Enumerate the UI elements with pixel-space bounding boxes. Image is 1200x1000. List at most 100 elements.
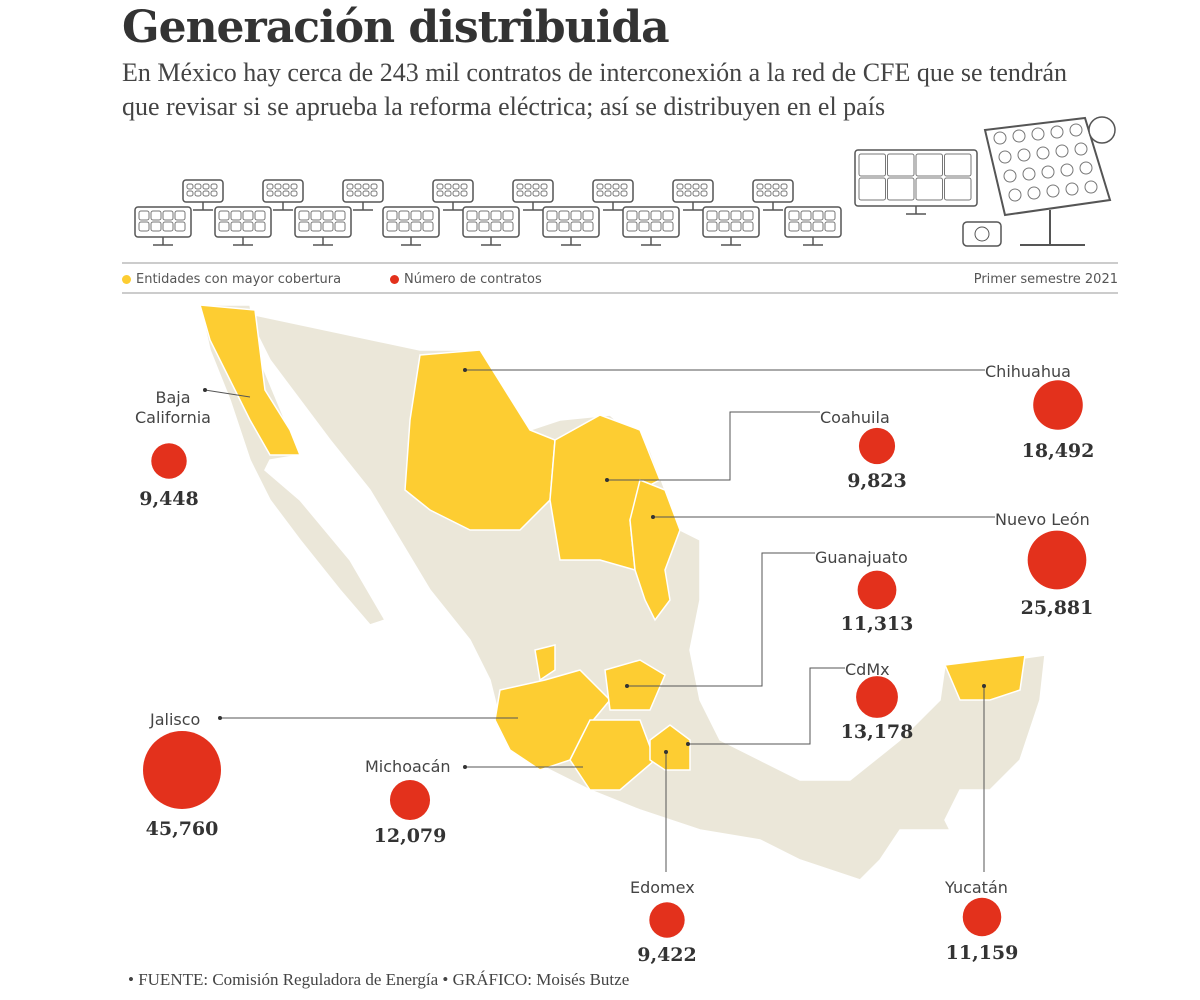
legend-coverage: Entidades con mayor cobertura — [122, 272, 341, 287]
panel-cell — [780, 183, 788, 190]
panel-cell — [626, 210, 638, 221]
panel-cell — [662, 221, 674, 232]
panel-cell — [370, 183, 378, 190]
panel-cell — [218, 221, 230, 232]
contracts-bubble — [1033, 380, 1083, 430]
panel-cell — [150, 221, 162, 232]
contracts-value: 13,178 — [840, 721, 914, 743]
state-edomex — [649, 724, 691, 771]
panel-cell — [604, 190, 612, 197]
panel-cell — [444, 190, 452, 197]
panel-cell — [186, 183, 194, 190]
panel-cell — [700, 190, 708, 197]
panel-cell — [422, 210, 434, 221]
panel-cell — [612, 190, 620, 197]
state-nuevo-leon — [629, 478, 681, 622]
state-aguascalientes — [534, 644, 556, 682]
panel-cell — [460, 190, 468, 197]
page-title: Generación distribuida — [122, 2, 670, 53]
panel-cell — [138, 221, 150, 232]
contracts-value: 12,079 — [373, 825, 447, 847]
panel-cell — [612, 183, 620, 190]
panel-cell — [194, 183, 202, 190]
panel-cell — [466, 210, 478, 221]
leader-dot — [203, 388, 207, 392]
legend: Entidades con mayor cobertura Número de … — [122, 262, 1118, 294]
panel-cell — [218, 210, 230, 221]
state-label: Nuevo León — [995, 510, 1090, 529]
panel-cell — [756, 190, 764, 197]
panel-cell — [354, 183, 362, 190]
red-dot-icon — [390, 275, 399, 284]
leader-dot — [218, 716, 222, 720]
panel-cell — [490, 221, 502, 232]
panel-cell — [346, 183, 354, 190]
panel-cell — [1022, 167, 1036, 181]
solar-panel-icon — [622, 206, 680, 246]
leader-dot — [625, 684, 629, 688]
panel-cell — [540, 190, 548, 197]
panel-cell — [202, 190, 210, 197]
panel-cell — [620, 183, 628, 190]
source-footer: • FUENTE: Comisión Reguladora de Energía… — [128, 970, 630, 989]
solar-panel-icon — [214, 206, 272, 246]
panel-cell — [692, 190, 700, 197]
panel-cell — [230, 221, 242, 232]
yellow-dot-icon — [122, 275, 131, 284]
panel-cell — [290, 190, 298, 197]
panel-cell — [370, 190, 378, 197]
panel-cell — [638, 221, 650, 232]
panel-cell — [662, 210, 674, 221]
contracts-value: 45,760 — [145, 818, 219, 840]
state-label: Chihuahua — [985, 362, 1071, 381]
panel-cell — [1012, 129, 1026, 143]
contracts-value: 9,422 — [637, 944, 697, 966]
panel-cell — [436, 190, 444, 197]
panel-cell — [800, 221, 812, 232]
panel-cell — [824, 210, 836, 221]
panel-cell — [1074, 142, 1088, 156]
panel-cell — [676, 183, 684, 190]
contracts-bubble — [389, 779, 431, 821]
panel-cell — [596, 190, 604, 197]
panel-cell — [1041, 165, 1055, 179]
panel-cell — [150, 210, 162, 221]
panel-cell — [490, 210, 502, 221]
panel-cell — [282, 183, 290, 190]
panel-cell — [444, 183, 452, 190]
contracts-bubble — [649, 902, 685, 938]
divider — [122, 262, 1118, 264]
solar-panel-icon — [462, 206, 520, 246]
panel-cell — [410, 210, 422, 221]
panel-cell — [1060, 163, 1074, 177]
panel-cell — [812, 221, 824, 232]
panel-cell — [944, 153, 972, 177]
panel-cell — [452, 190, 460, 197]
small-panel-icon — [182, 179, 224, 211]
panel-cell — [730, 221, 742, 232]
panel-cell — [1069, 123, 1083, 137]
state-label: Coahuila — [820, 408, 890, 427]
panel-cell — [1046, 184, 1060, 198]
panel-cell — [1079, 161, 1093, 175]
panel-cell — [334, 221, 346, 232]
panel-cell — [742, 221, 754, 232]
panel-cell — [706, 221, 718, 232]
panel-cell — [638, 210, 650, 221]
panel-cell — [570, 221, 582, 232]
panel-cell — [290, 183, 298, 190]
panel-cell — [478, 210, 490, 221]
panel-cell — [546, 221, 558, 232]
panel-cell — [558, 210, 570, 221]
panel-cell — [1017, 148, 1031, 162]
panel-cell — [254, 210, 266, 221]
panel-cell — [310, 221, 322, 232]
leader-dot — [664, 750, 668, 754]
solar-panel-icon — [542, 206, 600, 246]
solar-panels-illustration — [134, 116, 1116, 247]
panel-cell — [274, 183, 282, 190]
small-panel-icon — [592, 179, 634, 211]
panel-cell — [242, 210, 254, 221]
panel-cell — [532, 183, 540, 190]
